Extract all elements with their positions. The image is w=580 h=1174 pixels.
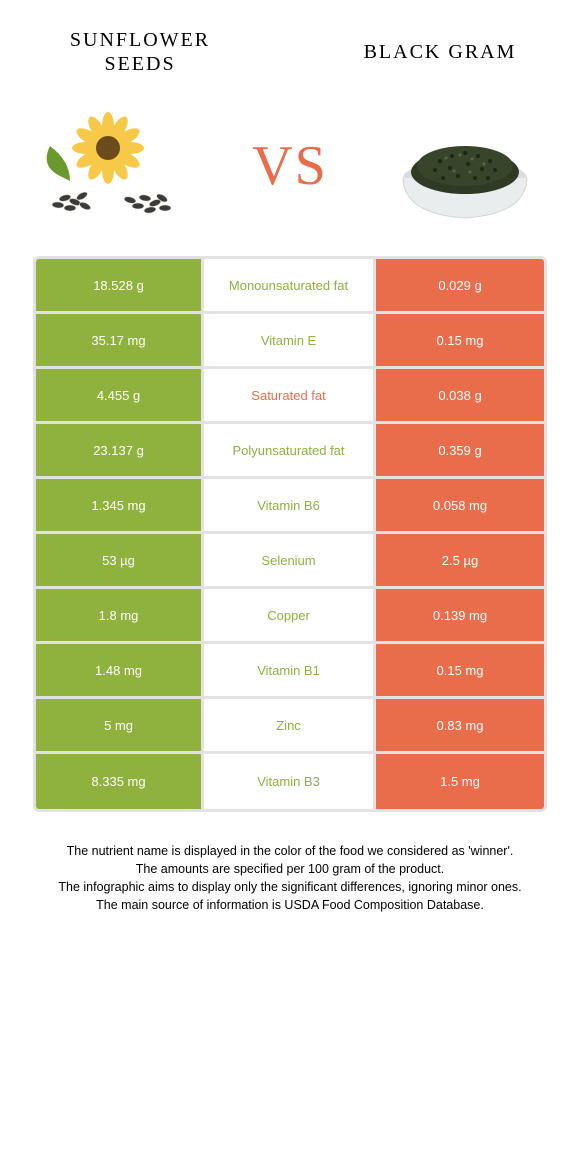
- nutrient-label-cell: Vitamin B3: [204, 754, 376, 809]
- right-value-cell: 0.359 g: [376, 424, 544, 476]
- right-value-cell: 0.15 mg: [376, 314, 544, 366]
- nutrient-label-cell: Vitamin B1: [204, 644, 376, 696]
- nutrient-label-cell: Vitamin E: [204, 314, 376, 366]
- vs-label: VS: [252, 134, 328, 198]
- left-value-cell: 18.528 g: [36, 259, 204, 311]
- right-value-cell: 0.029 g: [376, 259, 544, 311]
- sunflower-seeds-icon: [30, 106, 200, 226]
- table-row: 23.137 gPolyunsaturated fat0.359 g: [36, 424, 544, 479]
- right-value-cell: 0.038 g: [376, 369, 544, 421]
- footer-line: The main source of information is USDA F…: [40, 896, 540, 914]
- left-value-cell: 23.137 g: [36, 424, 204, 476]
- left-value-cell: 5 mg: [36, 699, 204, 751]
- table-row: 4.455 gSaturated fat0.038 g: [36, 369, 544, 424]
- footer-line: The nutrient name is displayed in the co…: [40, 842, 540, 860]
- right-food-title: Black gram: [340, 40, 540, 64]
- table-row: 35.17 mgVitamin E0.15 mg: [36, 314, 544, 369]
- left-value-cell: 35.17 mg: [36, 314, 204, 366]
- left-value-cell: 1.8 mg: [36, 589, 204, 641]
- nutrient-label-cell: Zinc: [204, 699, 376, 751]
- left-value-cell: 1.48 mg: [36, 644, 204, 696]
- left-food-title: Sunflower seeds: [40, 28, 240, 76]
- table-row: 5 mgZinc0.83 mg: [36, 699, 544, 754]
- image-row: VS: [0, 86, 580, 256]
- nutrient-label-cell: Monounsaturated fat: [204, 259, 376, 311]
- footer-line: The infographic aims to display only the…: [40, 878, 540, 896]
- right-value-cell: 0.15 mg: [376, 644, 544, 696]
- nutrient-label-cell: Saturated fat: [204, 369, 376, 421]
- table-row: 1.48 mgVitamin B10.15 mg: [36, 644, 544, 699]
- footer-notes: The nutrient name is displayed in the co…: [0, 812, 580, 915]
- right-value-cell: 1.5 mg: [376, 754, 544, 809]
- nutrient-label-cell: Copper: [204, 589, 376, 641]
- right-value-cell: 2.5 µg: [376, 534, 544, 586]
- table-row: 8.335 mgVitamin B31.5 mg: [36, 754, 544, 809]
- left-value-cell: 8.335 mg: [36, 754, 204, 809]
- nutrient-label-cell: Selenium: [204, 534, 376, 586]
- black-gram-icon: [380, 106, 550, 226]
- left-value-cell: 1.345 mg: [36, 479, 204, 531]
- right-value-cell: 0.058 mg: [376, 479, 544, 531]
- footer-line: The amounts are specified per 100 gram o…: [40, 860, 540, 878]
- page: Sunflower seeds Black gram: [0, 0, 580, 945]
- table-row: 53 µgSelenium2.5 µg: [36, 534, 544, 589]
- left-value-cell: 53 µg: [36, 534, 204, 586]
- title-row: Sunflower seeds Black gram: [0, 0, 580, 86]
- right-value-cell: 0.139 mg: [376, 589, 544, 641]
- table-row: 18.528 gMonounsaturated fat0.029 g: [36, 259, 544, 314]
- left-value-cell: 4.455 g: [36, 369, 204, 421]
- nutrient-label-cell: Polyunsaturated fat: [204, 424, 376, 476]
- nutrient-label-cell: Vitamin B6: [204, 479, 376, 531]
- right-value-cell: 0.83 mg: [376, 699, 544, 751]
- table-row: 1.345 mgVitamin B60.058 mg: [36, 479, 544, 534]
- comparison-table: 18.528 gMonounsaturated fat0.029 g35.17 …: [33, 256, 547, 812]
- table-row: 1.8 mgCopper0.139 mg: [36, 589, 544, 644]
